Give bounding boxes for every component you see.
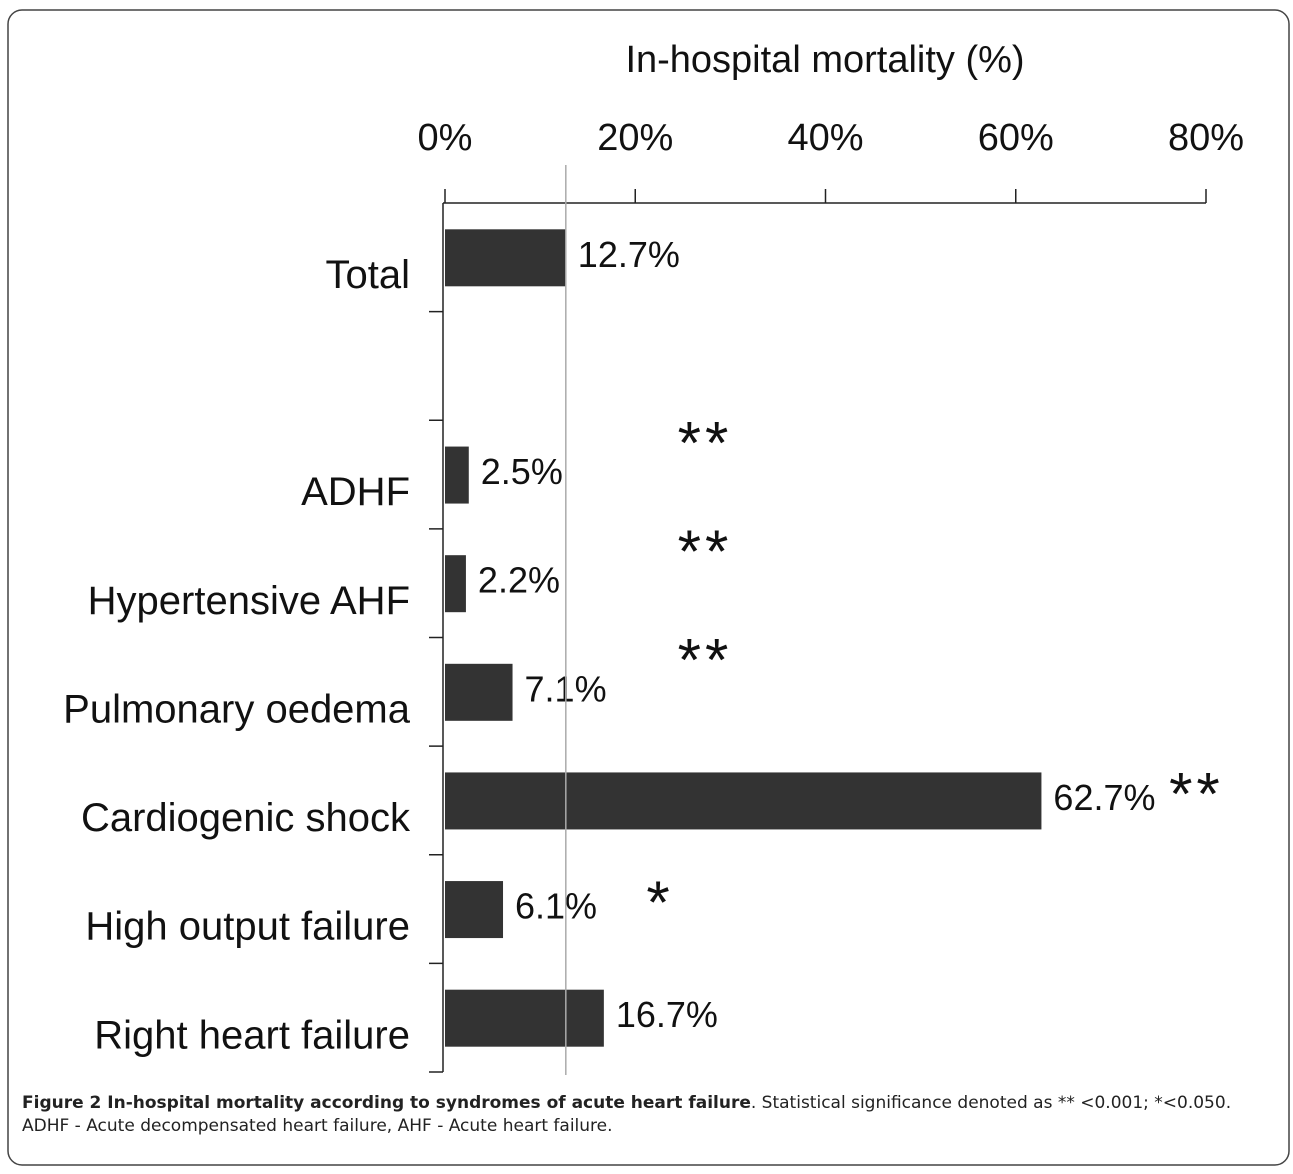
value-label: 2.2% xyxy=(478,560,560,601)
significance-mark: * xyxy=(646,869,673,936)
y-tick-label: High output failure xyxy=(85,905,410,949)
value-label: 2.5% xyxy=(481,451,563,492)
x-tick-label: 60% xyxy=(978,117,1054,159)
bar xyxy=(445,881,504,939)
significance-mark: ** xyxy=(678,627,733,694)
significance-mark: ** xyxy=(678,409,733,476)
caption: Figure 2 In-hospital mortality according… xyxy=(22,1092,1280,1138)
bar xyxy=(445,663,513,721)
figure-border xyxy=(7,9,1290,1166)
value-label: 16.7% xyxy=(616,994,718,1035)
x-tick-label: 20% xyxy=(597,117,673,159)
y-tick-label: Cardiogenic shock xyxy=(81,796,411,840)
bar xyxy=(445,555,466,613)
value-label: 12.7% xyxy=(578,234,680,275)
bar xyxy=(445,989,604,1047)
y-tick-label: Hypertensive AHF xyxy=(88,579,410,623)
bar xyxy=(445,772,1042,830)
bar xyxy=(445,229,566,287)
x-axis-title: In-hospital mortality (%) xyxy=(625,39,1024,81)
significance-mark: ** xyxy=(678,518,733,585)
value-label: 6.1% xyxy=(515,886,597,927)
x-tick-label: 40% xyxy=(787,117,863,159)
y-tick-label: Pulmonary oedema xyxy=(63,687,411,731)
caption-text: . Statistical significance denoted as **… xyxy=(22,1093,1232,1136)
significance-mark: ** xyxy=(1169,760,1224,827)
bar xyxy=(445,446,469,504)
caption-title: Figure 2 In-hospital mortality according… xyxy=(22,1093,751,1113)
value-label: 62.7% xyxy=(1053,777,1155,818)
x-tick-label: 0% xyxy=(418,117,473,159)
y-tick-label: ADHF xyxy=(301,470,410,514)
x-tick-label: 80% xyxy=(1168,117,1244,159)
y-tick-label: Total xyxy=(326,253,411,297)
y-tick-label: Right heart failure xyxy=(94,1013,410,1057)
